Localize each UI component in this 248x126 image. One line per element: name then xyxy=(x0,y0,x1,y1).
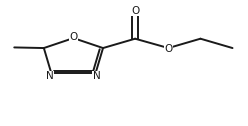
Text: N: N xyxy=(46,71,54,81)
Text: N: N xyxy=(93,71,101,81)
Text: O: O xyxy=(131,6,139,16)
Text: O: O xyxy=(69,33,78,42)
Text: O: O xyxy=(164,44,173,54)
